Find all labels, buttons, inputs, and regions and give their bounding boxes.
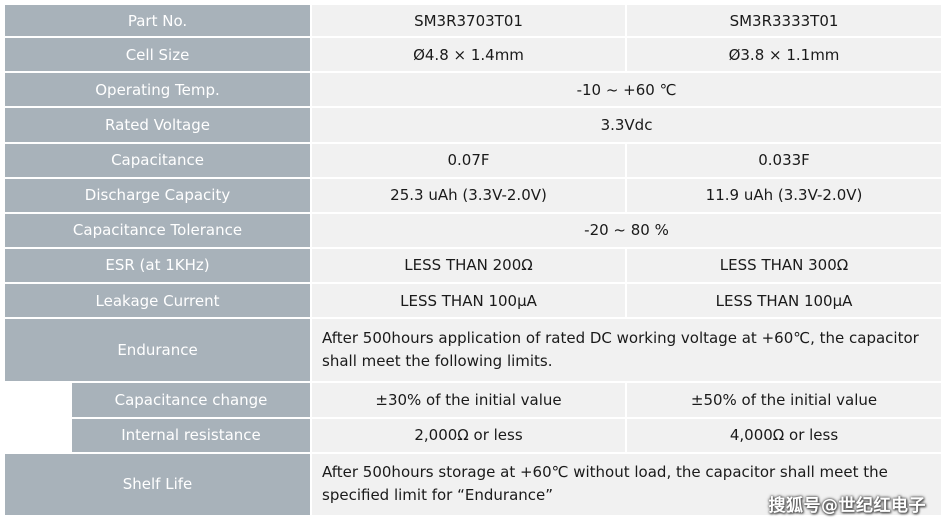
row-label-capacitance-change: Capacitance change [69, 381, 313, 419]
leakage-current-col2: LESS THAN 100μA [625, 281, 944, 320]
row-label-esr: ESR (at 1KHz) [2, 246, 313, 285]
part-no-col2: SM3R3333T01 [625, 2, 944, 39]
row-label-shelf-life: Shelf Life [2, 451, 313, 518]
row-label-discharge-capacity: Discharge Capacity [2, 176, 313, 214]
capacitance-change-col1: ±30% of the initial value [310, 381, 628, 419]
capacitance-change-col2: ±50% of the initial value [625, 381, 944, 419]
discharge-capacity-col2: 11.9 uAh (3.3V-2.0V) [625, 176, 944, 214]
row-label-rated-voltage: Rated Voltage [2, 106, 313, 144]
table-row: Capacitance change ±30% of the initial v… [3, 381, 944, 454]
endurance-value: After 500hours application of rated DC w… [310, 317, 944, 384]
row-label-capacitance: Capacitance [2, 141, 313, 179]
table-row: Operating Temp. -10 ~ +60 ℃ [2, 71, 944, 109]
table-row: Cell Size Ø4.8 × 1.4mm Ø3.8 × 1.1mm [2, 36, 944, 74]
row-label-leakage-current: Leakage Current [2, 281, 313, 320]
rated-voltage-value: 3.3Vdc [310, 106, 944, 144]
table-row: ESR (at 1KHz) LESS THAN 200Ω LESS THAN 3… [2, 246, 944, 285]
table-row: Endurance After 500hours application of … [2, 317, 944, 384]
row-label-operating-temp: Operating Temp. [2, 71, 313, 109]
capacitance-tolerance-value: -20 ~ 80 % [310, 211, 944, 249]
row-label-internal-resistance: Internal resistance [69, 416, 313, 454]
table-row: Rated Voltage 3.3Vdc [2, 106, 944, 144]
table-row: Leakage Current LESS THAN 100μA LESS THA… [2, 281, 944, 320]
table-row: Internal resistance 2,000Ω or less 4,000… [4, 416, 944, 454]
part-no-col1: SM3R3703T01 [310, 2, 628, 39]
discharge-capacity-col1: 25.3 uAh (3.3V-2.0V) [310, 176, 628, 214]
table-row: Capacitance Tolerance -20 ~ 80 % [2, 211, 944, 249]
leakage-current-col1: LESS THAN 100μA [310, 281, 628, 320]
operating-temp-value: -10 ~ +60 ℃ [310, 71, 944, 109]
row-label-cell-size: Cell Size [2, 36, 313, 74]
table-row: Shelf Life After 500hours storage at +60… [2, 451, 944, 518]
internal-resistance-col1: 2,000Ω or less [310, 416, 628, 454]
row-label-part-no: Part No. [2, 2, 313, 39]
esr-col2: LESS THAN 300Ω [625, 246, 944, 285]
table-row: Capacitance 0.07F 0.033F [2, 141, 944, 179]
indent-spacer [3, 381, 72, 454]
table-row: Discharge Capacity 25.3 uAh (3.3V-2.0V) … [2, 176, 944, 214]
esr-col1: LESS THAN 200Ω [310, 246, 628, 285]
table-row: Part No. SM3R3703T01 SM3R3333T01 [2, 2, 944, 39]
cell-size-col2: Ø3.8 × 1.1mm [625, 36, 944, 74]
row-label-endurance: Endurance [2, 317, 313, 384]
row-label-capacitance-tolerance: Capacitance Tolerance [2, 211, 313, 249]
capacitance-col2: 0.033F [625, 141, 944, 179]
shelf-life-value: After 500hours storage at +60℃ without l… [310, 451, 944, 518]
watermark: 搜狐号@世纪红电子 [768, 496, 926, 516]
internal-resistance-col2: 4,000Ω or less [625, 416, 944, 454]
cell-size-col1: Ø4.8 × 1.4mm [310, 36, 628, 74]
capacitance-col1: 0.07F [310, 141, 628, 179]
